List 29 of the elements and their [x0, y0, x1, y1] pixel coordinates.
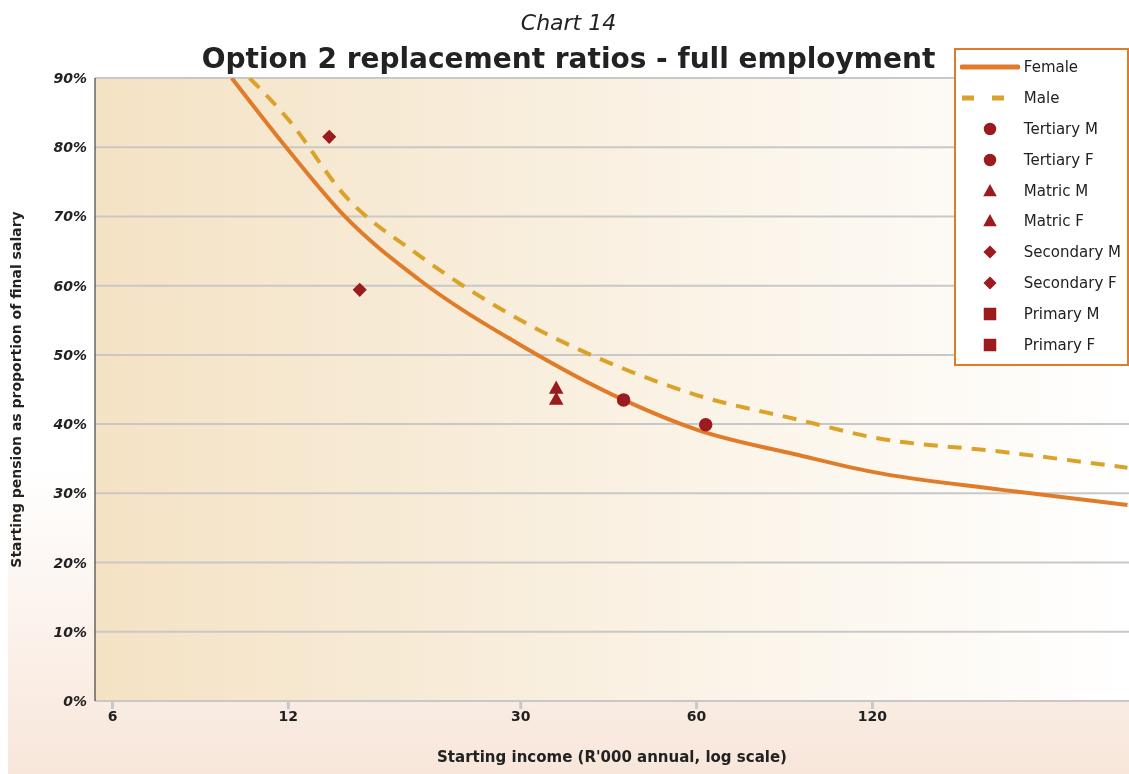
legend-label: Tertiary M	[1023, 119, 1098, 138]
x-tick-label: 12	[278, 707, 299, 724]
legend-label: Male	[1023, 89, 1060, 108]
x-axis-title: Starting income (R'000 annual, log scale)	[437, 748, 787, 766]
x-tick-label: 30	[511, 707, 531, 724]
y-tick-label: 0%	[63, 692, 87, 709]
y-axis-title: Starting pension as proportion of final salary	[7, 211, 24, 568]
legend-label: Primary M	[1023, 304, 1100, 323]
legend-label: Tertiary F	[1023, 150, 1094, 169]
chart-title: Option 2 replacement ratios - full employment	[201, 42, 936, 75]
legend-label: Matric F	[1023, 212, 1084, 231]
x-tick-label: 60	[686, 707, 707, 724]
y-tick-label: 90%	[53, 69, 87, 86]
chart-subtitle: Chart 14	[519, 10, 618, 35]
legend-label: Secondary F	[1023, 273, 1117, 292]
x-tick-label: 120	[857, 707, 888, 724]
legend-label: Matric M	[1023, 181, 1089, 200]
legend-label: Primary F	[1023, 335, 1096, 354]
legend-label: Secondary M	[1023, 243, 1121, 262]
y-tick-label: 70%	[53, 208, 87, 225]
legend-label: Female	[1023, 58, 1079, 77]
y-tick-label: 80%	[53, 139, 87, 156]
y-tick-label: 60%	[53, 277, 87, 294]
y-tick-label: 50%	[53, 346, 87, 363]
y-tick-label: 20%	[53, 554, 87, 571]
y-tick-label: 40%	[52, 416, 87, 433]
x-tick-label: 6	[107, 707, 118, 724]
y-tick-label: 30%	[53, 485, 87, 502]
y-tick-label: 10%	[53, 623, 87, 640]
